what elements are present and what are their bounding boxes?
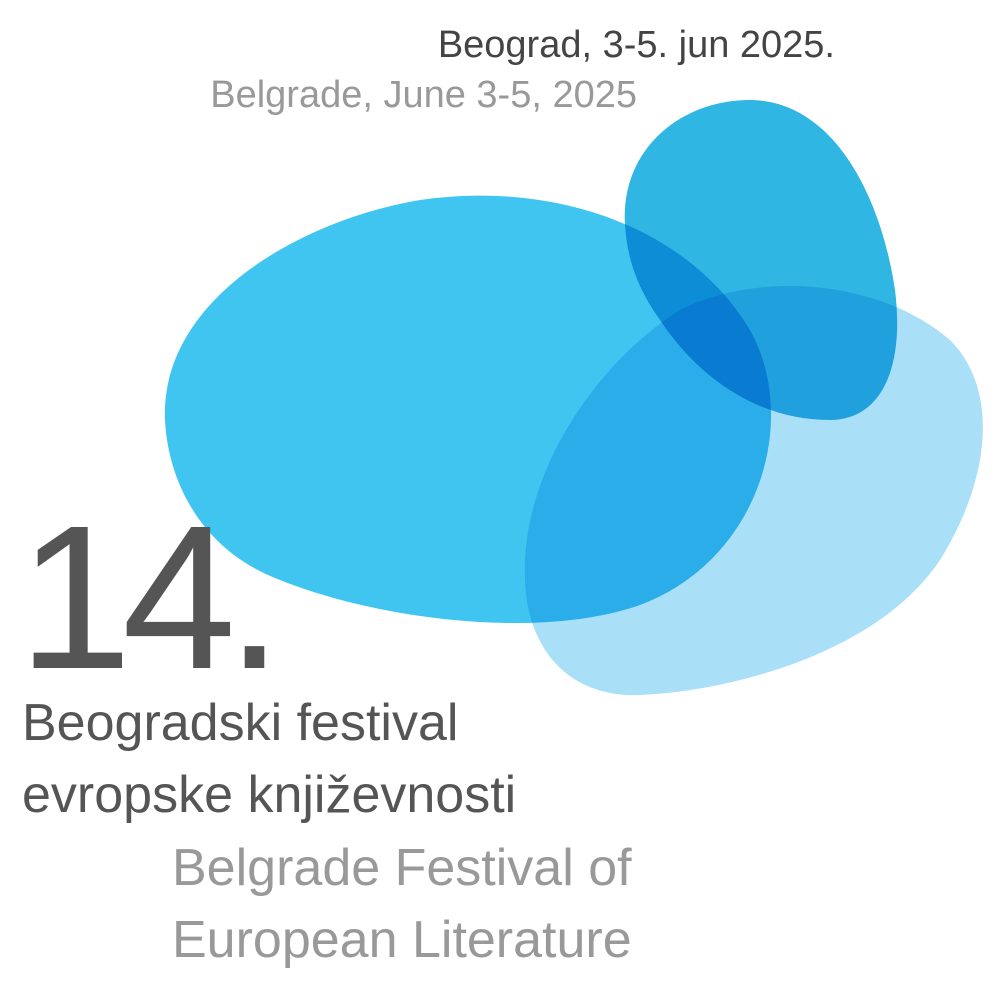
title-serbian-line: evropske književnosti <box>22 766 516 824</box>
logo-shapes <box>164 100 983 696</box>
edition-number: 14. <box>18 483 273 712</box>
title-english-line: Belgrade Festival of <box>172 839 632 897</box>
date-english: Belgrade, June 3-5, 2025 <box>210 74 637 116</box>
title-english-line: European Literature <box>172 911 632 969</box>
date-serbian: Beograd, 3-5. jun 2025. <box>438 24 835 66</box>
title-serbian-line: Beogradski festival <box>22 694 458 752</box>
top-blob <box>624 100 898 420</box>
